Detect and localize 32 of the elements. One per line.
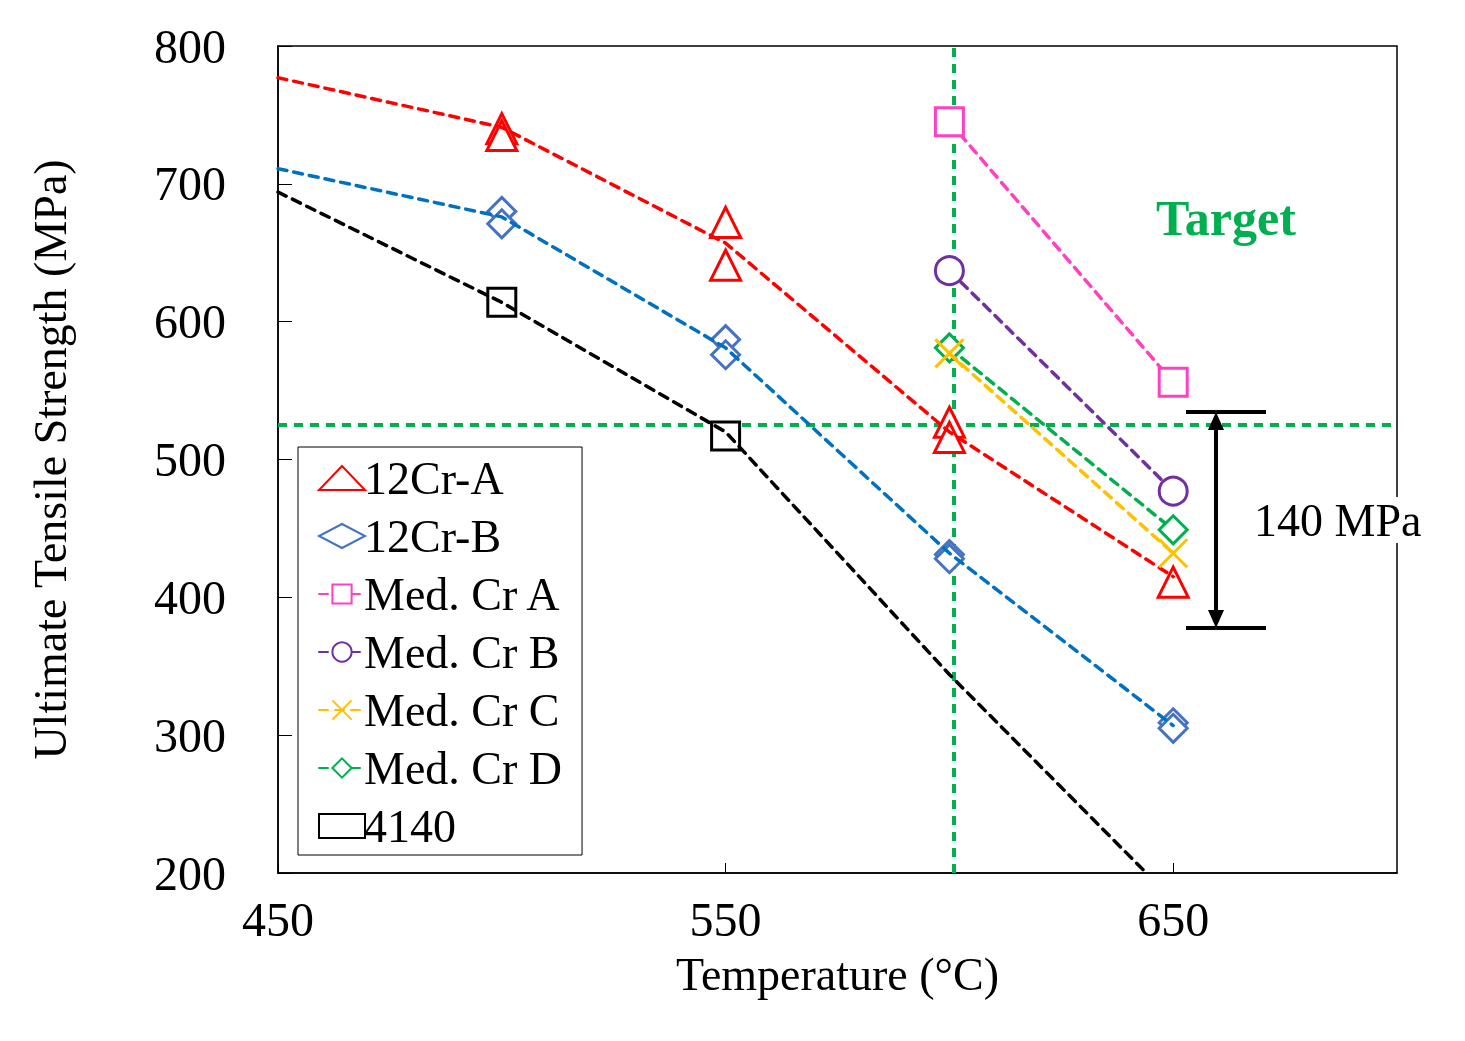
annotation: Target (1156, 190, 1297, 246)
point (1157, 475, 1189, 507)
y-tick-label: 200 (154, 846, 226, 900)
y-tick-label: 400 (154, 570, 226, 624)
point (932, 420, 966, 454)
legend-label: Med. Cr A (364, 568, 560, 620)
x-tick-label: 450 (242, 892, 314, 946)
point (933, 255, 965, 287)
y-tick-label: 800 (154, 19, 226, 73)
legend-label: 12Cr-B (364, 510, 502, 562)
annotation: 140 MPa (1254, 494, 1422, 546)
point (1157, 537, 1189, 569)
x-tick-label: 550 (689, 892, 762, 946)
point (709, 248, 743, 282)
point (1157, 366, 1189, 398)
legend-label: Med. Cr C (364, 684, 560, 736)
y-axis-title: Ultimate Tensile Strength (MPa) (24, 159, 76, 760)
legend-label: 12Cr-A (364, 452, 504, 504)
legend-label: Med. Cr B (364, 626, 560, 678)
x-tick-label: 650 (1137, 892, 1210, 946)
legend-label: 4140 (364, 800, 456, 852)
x-axis-title: Temperature (°C) (676, 948, 999, 1000)
y-tick-label: 300 (154, 708, 226, 762)
legend-label: Med. Cr D (364, 742, 563, 794)
y-tick-label: 500 (154, 433, 226, 486)
point (1156, 565, 1190, 599)
y-tick-label: 600 (154, 295, 226, 349)
point (1157, 514, 1189, 546)
point (709, 205, 743, 239)
point (933, 106, 965, 138)
point (485, 119, 519, 153)
y-tick-label: 700 (154, 157, 226, 211)
